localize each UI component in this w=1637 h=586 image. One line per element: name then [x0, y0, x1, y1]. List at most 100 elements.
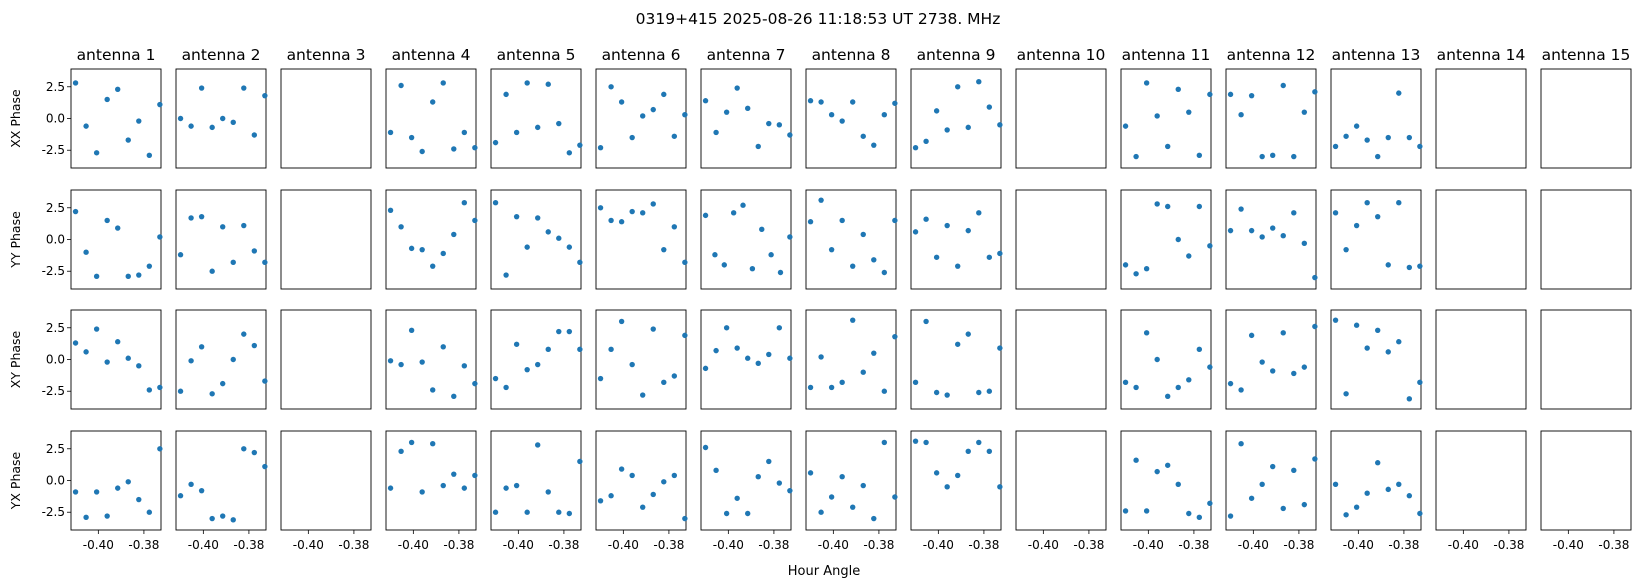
- data-point: [618, 219, 625, 225]
- data-point: [608, 346, 614, 353]
- subplot-panel: [805, 189, 898, 290]
- y-tick-label: -2.5: [42, 143, 65, 157]
- data-point: [1291, 153, 1297, 160]
- y-tick-label: 2.5: [46, 321, 65, 335]
- data-point: [923, 216, 929, 222]
- subplot-panel: [700, 68, 793, 169]
- data-point: [440, 482, 446, 489]
- data-point: [1406, 493, 1413, 499]
- data-point: [629, 208, 635, 215]
- y-tick-label: 2.5: [46, 80, 65, 94]
- subplot-panel: [1225, 309, 1318, 410]
- x-tick-label: -0.40: [1553, 538, 1584, 552]
- y-tick-label: 0.0: [46, 112, 65, 126]
- data-point: [1270, 152, 1276, 159]
- data-point: [912, 438, 919, 444]
- x-tick-label: -0.40: [398, 538, 429, 552]
- data-point: [1375, 153, 1381, 160]
- axes-frame: [490, 68, 582, 169]
- data-point: [440, 250, 446, 257]
- data-point: [682, 259, 688, 266]
- data-point: [871, 515, 877, 522]
- axes-frame: [1330, 309, 1422, 410]
- data-point: [398, 82, 404, 89]
- subplot-panel: [280, 189, 372, 290]
- data-point: [881, 269, 888, 276]
- data-point: [807, 98, 814, 104]
- axes-frame: [175, 309, 267, 410]
- data-point: [398, 224, 404, 230]
- data-point: [1238, 440, 1244, 447]
- data-point: [839, 473, 845, 480]
- data-point: [1196, 203, 1203, 210]
- x-tick-label: -0.38: [443, 538, 474, 552]
- x-tick-label: -0.40: [503, 538, 534, 552]
- data-point: [1248, 92, 1255, 99]
- data-point: [1312, 456, 1318, 462]
- axes-frame: [70, 68, 162, 169]
- data-point: [944, 392, 950, 398]
- data-point: [818, 99, 824, 105]
- data-point: [712, 252, 718, 258]
- axes-frame: [385, 189, 477, 290]
- data-point: [398, 361, 404, 368]
- data-point: [125, 479, 131, 485]
- data-point: [745, 510, 751, 517]
- data-point: [608, 493, 614, 499]
- data-point: [682, 515, 688, 522]
- x-tick-label: -0.38: [1598, 538, 1629, 552]
- row-label: YY Phase: [8, 211, 23, 269]
- data-point: [188, 358, 194, 364]
- data-point: [702, 365, 709, 372]
- data-point: [702, 98, 709, 104]
- data-point: [1385, 486, 1391, 493]
- axes-frame: [280, 189, 372, 290]
- data-point: [671, 224, 678, 230]
- data-point: [1312, 323, 1318, 330]
- axes-frame: [910, 189, 1002, 290]
- data-point: [535, 442, 541, 448]
- axes-frame: [1540, 309, 1632, 410]
- data-point: [566, 150, 573, 156]
- data-point: [1291, 370, 1297, 377]
- data-point: [188, 215, 194, 221]
- data-point: [524, 366, 530, 373]
- x-tick-label: -0.38: [1493, 538, 1524, 552]
- data-point: [933, 389, 940, 396]
- x-tick-label: -0.40: [83, 538, 114, 552]
- data-point: [1133, 457, 1139, 463]
- data-point: [1143, 80, 1150, 86]
- data-point: [1332, 317, 1339, 323]
- data-point: [251, 342, 258, 349]
- data-point: [986, 254, 993, 260]
- data-point: [72, 340, 79, 346]
- figure-title: 0319+415 2025-08-26 11:18:53 UT 2738. MH…: [636, 10, 1001, 28]
- data-point: [472, 217, 478, 224]
- data-point: [492, 139, 499, 146]
- data-point: [955, 84, 961, 90]
- data-point: [503, 384, 509, 391]
- data-point: [766, 120, 772, 127]
- data-point: [513, 213, 520, 220]
- x-tick-label: -0.40: [1343, 538, 1374, 552]
- axes-frame: [1540, 68, 1632, 169]
- data-point: [776, 122, 783, 128]
- axes-frame: [1435, 68, 1527, 169]
- data-point: [787, 355, 793, 361]
- data-point: [640, 392, 646, 398]
- data-point: [871, 350, 877, 356]
- subplot-panel: [280, 68, 372, 169]
- subplot-panel: [1330, 68, 1423, 169]
- data-point: [524, 509, 530, 515]
- axes-frame: [490, 189, 582, 290]
- data-point: [892, 100, 898, 106]
- data-point: [1396, 199, 1402, 206]
- data-point: [650, 106, 656, 113]
- data-point: [461, 129, 468, 136]
- data-point: [860, 231, 866, 238]
- data-point: [1396, 481, 1402, 488]
- data-point: [1280, 505, 1286, 512]
- subplot-panel: -0.40 -0.38: [1435, 430, 1527, 552]
- data-point: [745, 105, 751, 112]
- axes-frame: [175, 430, 267, 531]
